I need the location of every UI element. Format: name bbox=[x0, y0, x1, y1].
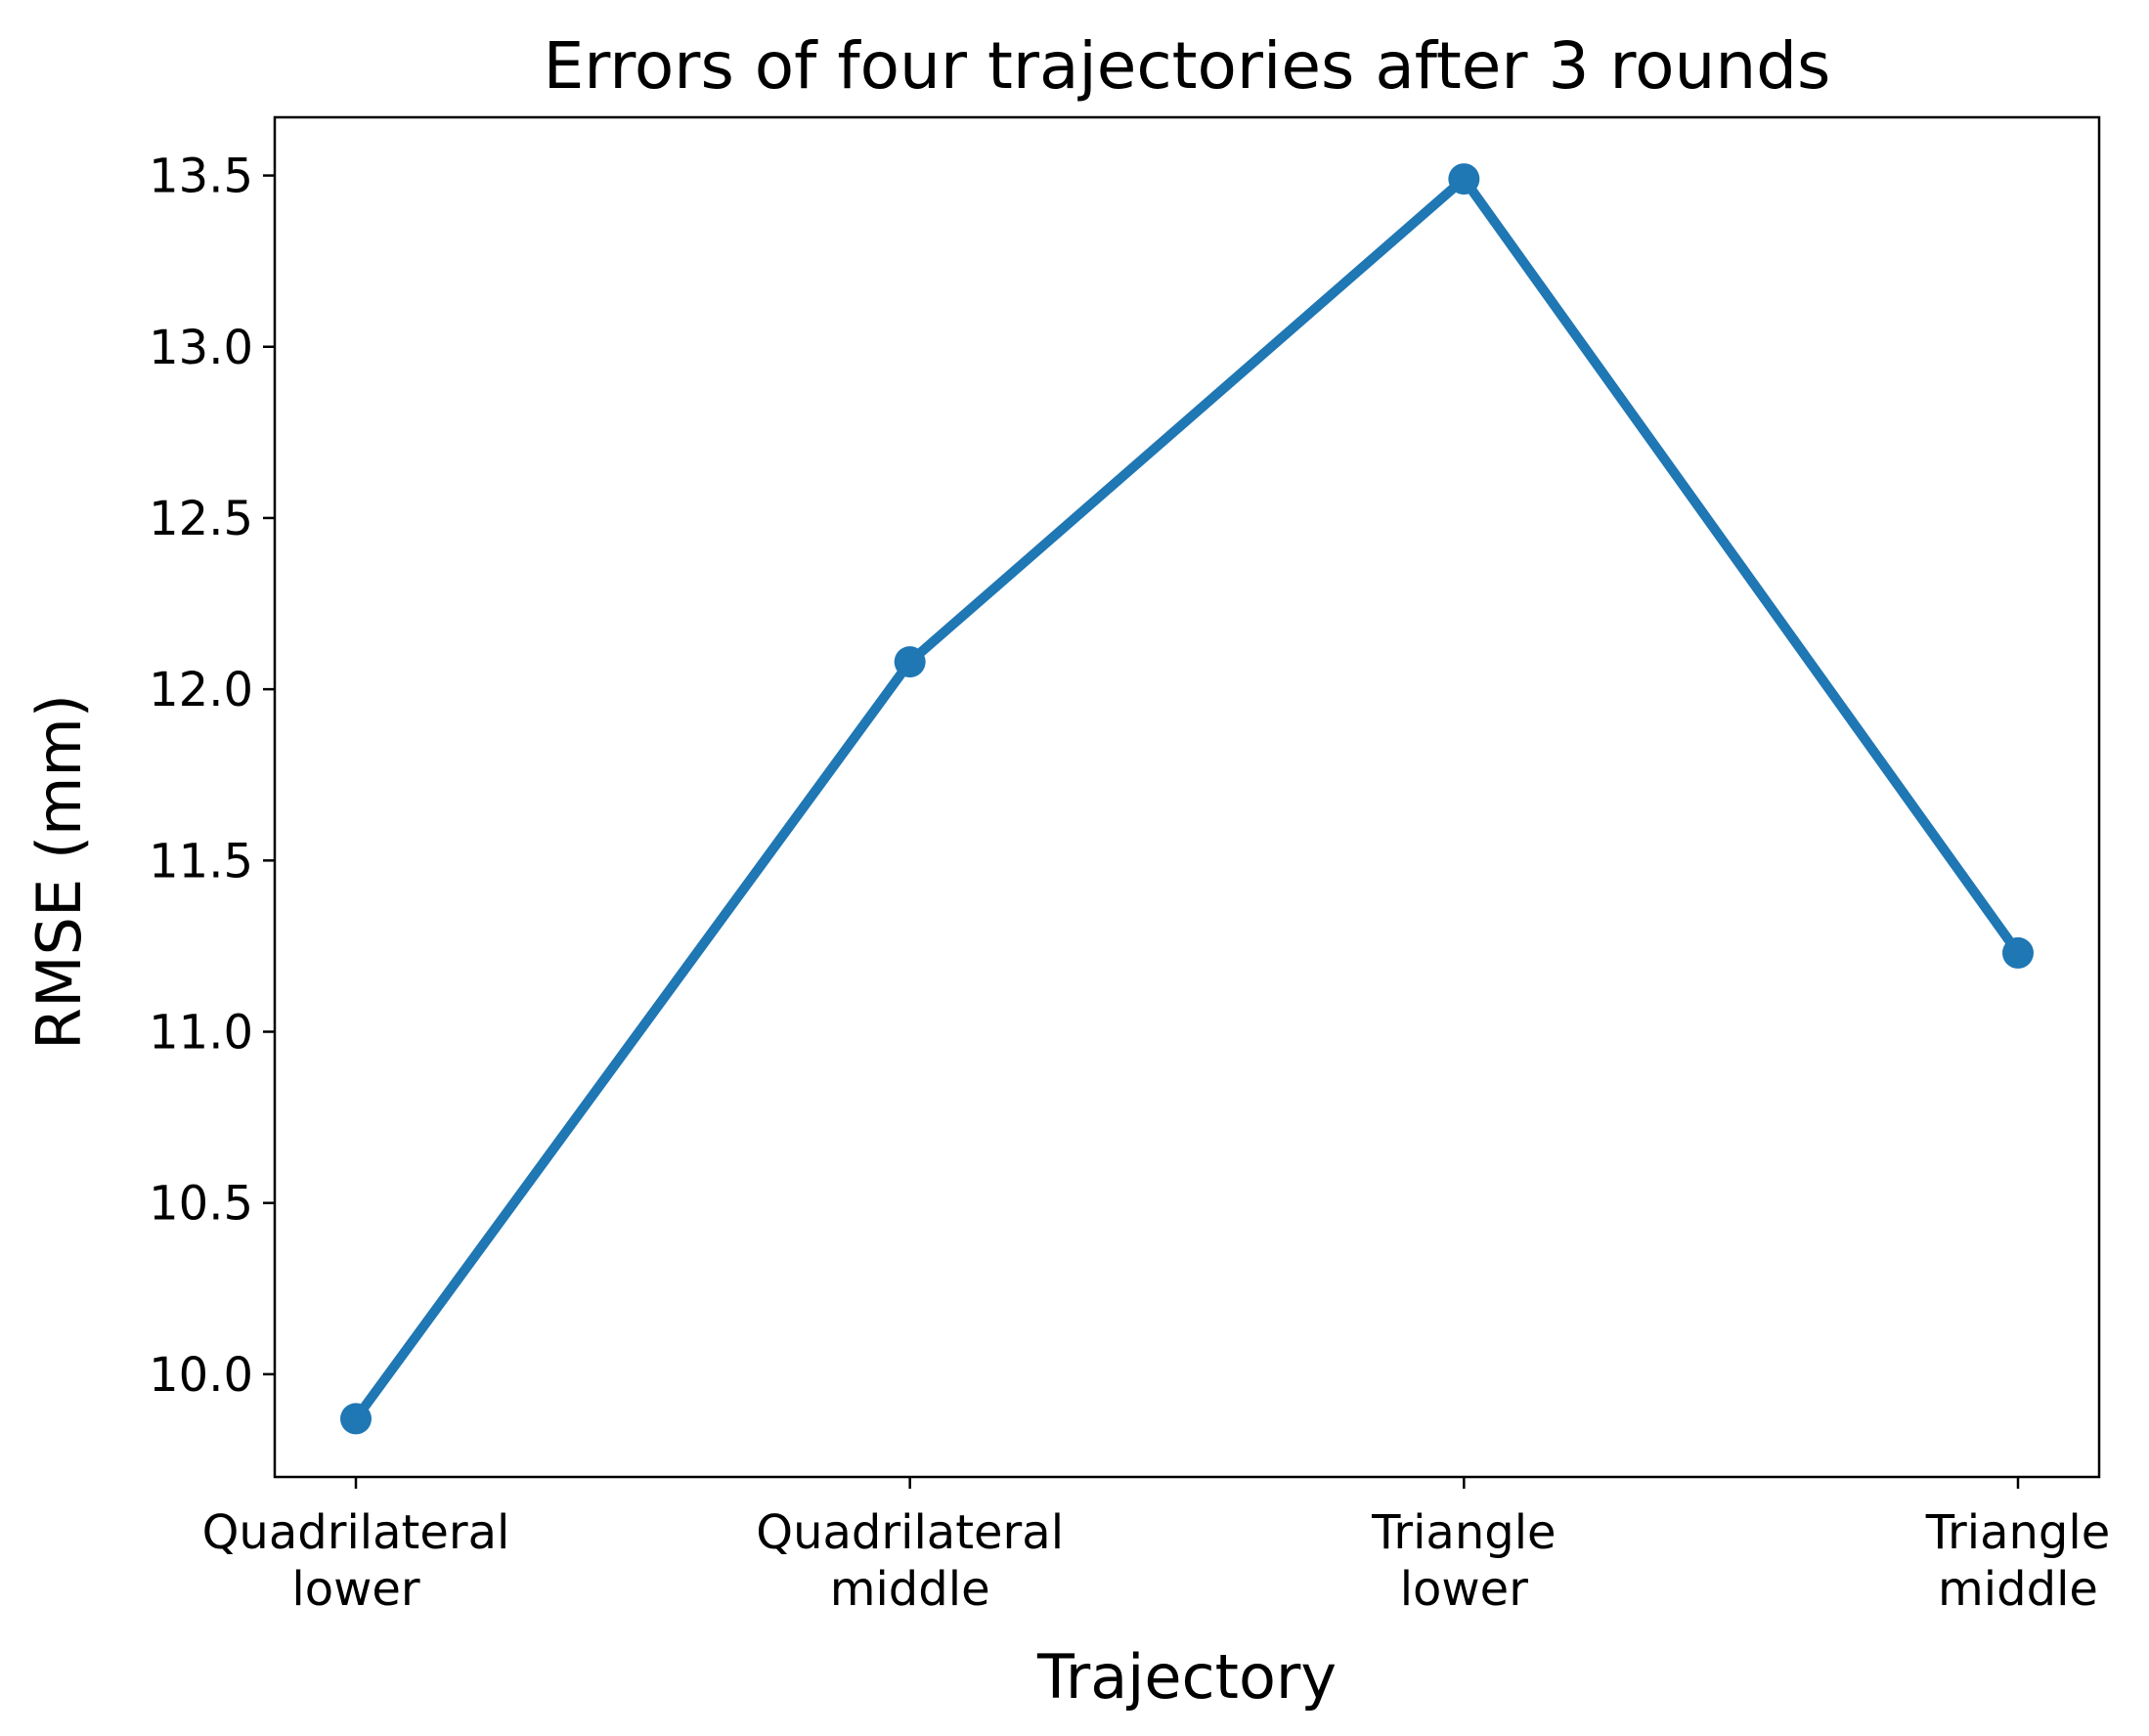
series-line bbox=[351, 174, 2023, 1424]
chart-title: Errors of four trajectories after 3 roun… bbox=[544, 28, 1831, 104]
x-axis-label: Trajectory bbox=[1036, 1641, 1337, 1713]
x-tick-label: Triangle lower bbox=[1371, 1505, 1557, 1617]
x-tick-label: Quadrilateral middle bbox=[756, 1505, 1064, 1617]
y-tick-label: 12.0 bbox=[149, 663, 253, 717]
data-point bbox=[340, 1403, 372, 1435]
x-tick-label: Triangle middle bbox=[1925, 1505, 2111, 1617]
y-tick-label: 13.0 bbox=[149, 321, 253, 375]
x-tick-label: Quadrilateral lower bbox=[202, 1505, 510, 1617]
data-point bbox=[1448, 163, 1480, 195]
chart-marks: 10.0 10.5 11.0 11.5 12.0 12.5 13.0 13.5 Quadrila… bbox=[149, 115, 2111, 1617]
y-tick-label: 10.5 bbox=[149, 1177, 253, 1232]
y-axis-label: RMSE (mm) bbox=[23, 694, 95, 1050]
y-tick-label: 11.5 bbox=[149, 834, 253, 889]
plot-frame bbox=[273, 115, 2101, 1479]
y-tick-label: 13.5 bbox=[149, 150, 253, 204]
data-point bbox=[894, 646, 926, 678]
y-tick-label: 12.5 bbox=[149, 492, 253, 546]
y-tick-label: 11.0 bbox=[149, 1006, 253, 1061]
y-tick-label: 10.0 bbox=[149, 1348, 253, 1403]
data-point bbox=[2002, 936, 2034, 969]
